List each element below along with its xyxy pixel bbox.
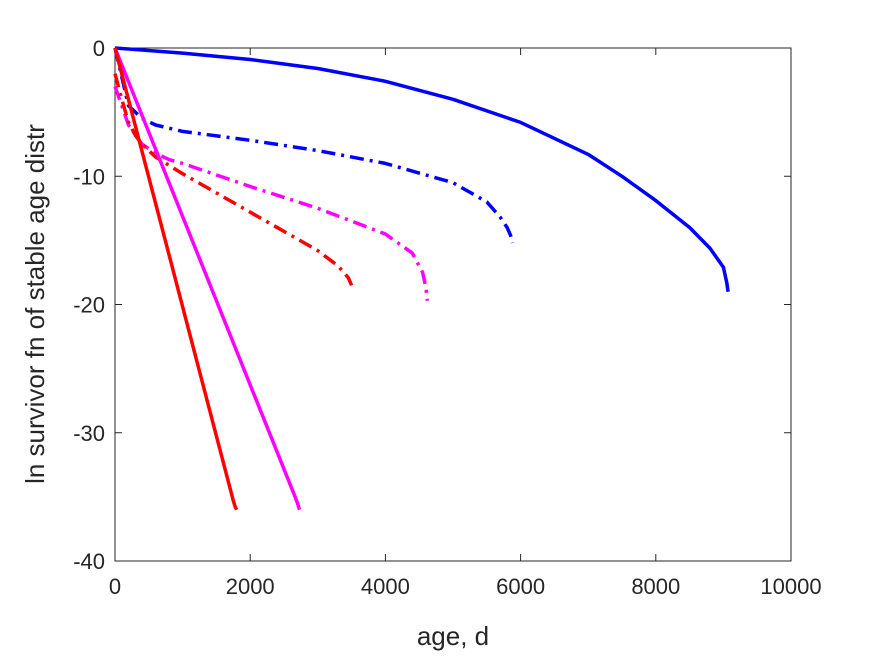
y-tick-label: -40 (73, 549, 105, 574)
y-tick-label: -20 (73, 293, 105, 318)
x-tick-label: 0 (109, 574, 121, 599)
x-tick-label: 10000 (760, 574, 821, 599)
series-line-6 (113, 47, 239, 511)
x-tick-label: 6000 (496, 574, 545, 599)
series-group (113, 46, 730, 511)
x-tick-label: 2000 (226, 574, 275, 599)
series-line-1 (114, 46, 730, 292)
x-axis: 0 2000 4000 6000 8000 10000 (109, 48, 822, 599)
y-tick-label: -30 (73, 421, 105, 446)
series-line-4 (113, 73, 354, 287)
y-axis-label: ln survivor fn of stable age distr (20, 124, 50, 484)
y-axis: 0 -10 -20 -30 -40 (73, 36, 791, 574)
series-line-3 (113, 85, 430, 301)
series-line-5 (113, 47, 302, 511)
x-tick-label: 8000 (631, 574, 680, 599)
y-tick-label: 0 (93, 36, 105, 61)
x-tick-label: 4000 (361, 574, 410, 599)
y-tick-label: -10 (73, 164, 105, 189)
x-axis-label: age, d (417, 621, 489, 651)
